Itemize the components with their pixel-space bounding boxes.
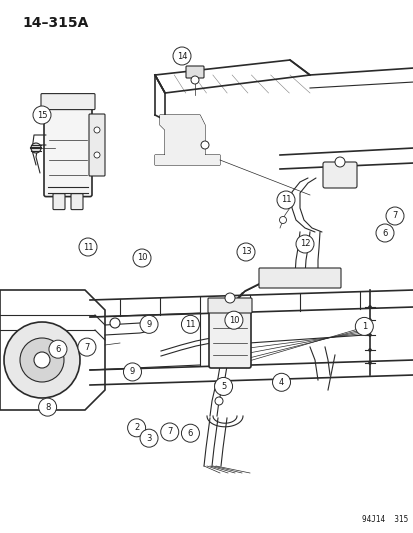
FancyBboxPatch shape — [209, 309, 250, 368]
Circle shape — [279, 216, 286, 223]
Circle shape — [94, 127, 100, 133]
Circle shape — [276, 191, 294, 209]
Text: 3: 3 — [146, 434, 151, 443]
Circle shape — [49, 340, 67, 358]
Circle shape — [94, 152, 100, 158]
Circle shape — [33, 106, 51, 124]
Text: 14–315A: 14–315A — [22, 16, 88, 30]
Circle shape — [38, 398, 57, 416]
Circle shape — [173, 47, 190, 65]
Circle shape — [385, 207, 403, 225]
Polygon shape — [154, 115, 219, 165]
Circle shape — [368, 349, 370, 351]
Circle shape — [34, 352, 50, 368]
Circle shape — [224, 311, 242, 329]
Circle shape — [368, 334, 370, 336]
Circle shape — [224, 293, 235, 303]
Text: 9: 9 — [146, 320, 151, 329]
Circle shape — [123, 363, 141, 381]
Text: 7: 7 — [167, 427, 172, 437]
Circle shape — [214, 380, 223, 388]
Text: 8: 8 — [45, 402, 50, 411]
FancyBboxPatch shape — [185, 66, 204, 78]
Circle shape — [354, 317, 373, 335]
Text: 13: 13 — [240, 247, 251, 256]
Circle shape — [133, 249, 151, 267]
Text: 14: 14 — [176, 52, 187, 61]
Circle shape — [4, 322, 80, 398]
FancyBboxPatch shape — [322, 162, 356, 188]
Text: 12: 12 — [299, 239, 309, 248]
Circle shape — [368, 305, 370, 309]
FancyBboxPatch shape — [89, 114, 105, 176]
Text: 11: 11 — [280, 196, 291, 205]
Text: 15: 15 — [37, 110, 47, 119]
Circle shape — [31, 143, 41, 153]
Text: 7: 7 — [392, 212, 397, 221]
FancyBboxPatch shape — [259, 268, 340, 288]
Circle shape — [79, 238, 97, 256]
FancyBboxPatch shape — [71, 193, 83, 209]
Circle shape — [214, 397, 223, 405]
Circle shape — [20, 338, 64, 382]
Circle shape — [181, 316, 199, 333]
Circle shape — [140, 316, 158, 333]
Circle shape — [181, 424, 199, 442]
Text: 9: 9 — [130, 367, 135, 376]
Text: 6: 6 — [188, 429, 192, 438]
Circle shape — [375, 224, 393, 242]
Text: 7: 7 — [84, 343, 89, 352]
Circle shape — [190, 76, 199, 84]
FancyBboxPatch shape — [207, 298, 252, 313]
Circle shape — [295, 235, 313, 253]
FancyBboxPatch shape — [44, 104, 92, 197]
Text: 6: 6 — [381, 229, 387, 238]
Text: 4: 4 — [278, 378, 283, 387]
Text: 1: 1 — [361, 322, 366, 331]
Circle shape — [236, 243, 254, 261]
Text: 94J14  315: 94J14 315 — [361, 515, 407, 524]
Circle shape — [140, 429, 158, 447]
Circle shape — [214, 377, 232, 395]
Text: 11: 11 — [83, 243, 93, 252]
Text: 2: 2 — [134, 423, 139, 432]
Circle shape — [110, 318, 120, 328]
Text: 11: 11 — [185, 320, 195, 329]
FancyBboxPatch shape — [53, 193, 65, 209]
Text: 6: 6 — [55, 345, 60, 354]
Circle shape — [368, 319, 370, 321]
Circle shape — [368, 361, 370, 365]
Circle shape — [201, 141, 209, 149]
Circle shape — [160, 423, 178, 441]
Circle shape — [272, 373, 290, 391]
Text: 5: 5 — [221, 382, 225, 391]
Circle shape — [127, 419, 145, 437]
FancyBboxPatch shape — [41, 94, 95, 110]
Circle shape — [78, 338, 96, 356]
Text: 10: 10 — [228, 316, 239, 325]
Circle shape — [334, 157, 344, 167]
Text: 10: 10 — [136, 254, 147, 262]
